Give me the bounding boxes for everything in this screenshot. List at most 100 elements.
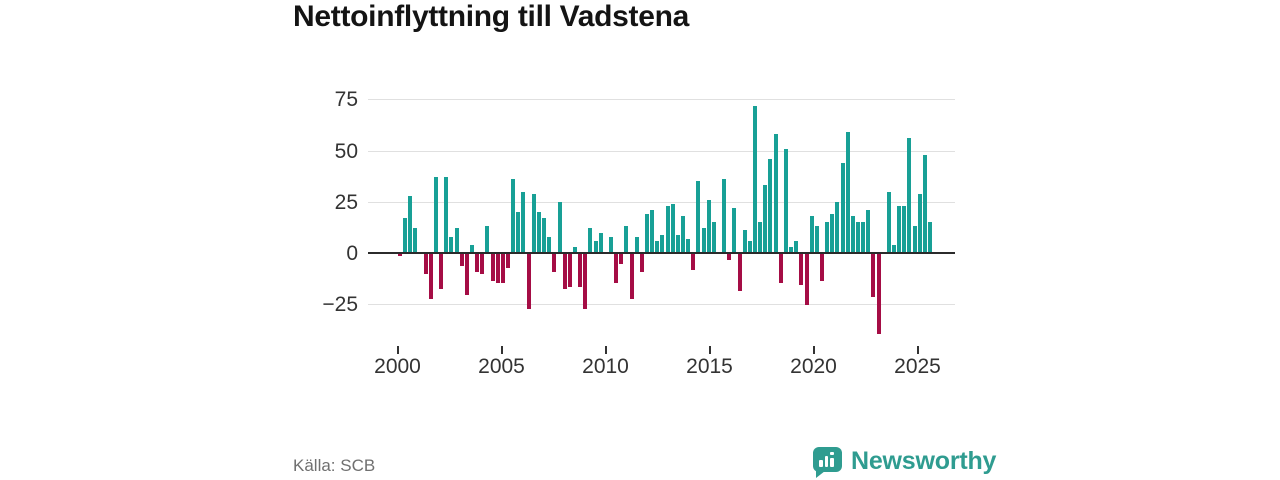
mini-bar-dot	[830, 451, 834, 455]
bar-2009-Q3	[593, 240, 598, 253]
bar-2008-Q2	[567, 254, 572, 287]
bar-2006-Q1	[521, 191, 526, 253]
y-axis-label-25: 25	[334, 191, 358, 214]
bar-2013-Q2	[670, 203, 675, 253]
bar-2009-Q4	[598, 232, 603, 253]
bar-2018-Q2	[773, 134, 778, 253]
y-axis-label-75: 75	[334, 88, 358, 111]
bar-2006-Q4	[536, 212, 541, 253]
bar-2020-Q2	[814, 226, 819, 253]
bar-2025-Q3	[922, 154, 927, 253]
bar-2000-Q4	[413, 228, 418, 253]
bar-2016-Q3	[737, 254, 742, 291]
y-axis-label-50: 50	[334, 140, 358, 163]
bar-2018-Q4	[783, 148, 788, 253]
x-axis-tick-2010	[604, 346, 607, 354]
bar-2005-Q4	[516, 212, 521, 253]
bar-2023-Q1	[871, 254, 876, 297]
bar-2022-Q1	[850, 216, 855, 253]
y-axis-label-0: 0	[346, 242, 358, 265]
bar-2025-Q4	[927, 222, 932, 253]
x-axis-tick-2025	[916, 346, 919, 354]
bar-2013-Q3	[675, 234, 680, 253]
bar-2024-Q1	[891, 244, 896, 253]
chart-title: Nettoinflyttning till Vadstena	[293, 0, 690, 33]
bar-2025-Q1	[912, 226, 917, 253]
bar-2005-Q1	[500, 254, 505, 283]
bar-2017-Q4	[763, 185, 768, 253]
speech-bubble-tail	[816, 470, 825, 478]
bar-2017-Q1	[747, 240, 752, 253]
bar-2021-Q2	[835, 201, 840, 253]
gridline--25	[368, 304, 955, 305]
bar-2016-Q2	[732, 207, 737, 253]
bar-2024-Q4	[907, 138, 912, 253]
bar-2003-Q2	[464, 254, 469, 295]
gridline-50	[368, 151, 955, 152]
bar-2010-Q3	[614, 254, 619, 283]
bar-2021-Q1	[830, 214, 835, 253]
bar-2004-Q4	[495, 254, 500, 283]
bar-2018-Q1	[768, 158, 773, 253]
bar-2001-Q2	[423, 254, 428, 275]
bar-2000-Q2	[403, 218, 408, 253]
bar-2017-Q2	[753, 105, 758, 253]
bar-2002-Q3	[449, 236, 454, 253]
bar-2023-Q4	[886, 191, 891, 253]
bar-2001-Q4	[434, 177, 439, 253]
bar-2018-Q3	[778, 254, 783, 283]
bar-2010-Q4	[619, 254, 624, 265]
bar-2014-Q1	[686, 238, 691, 253]
bar-2021-Q3	[840, 162, 845, 253]
bar-2013-Q4	[681, 216, 685, 253]
newsworthy-logo: Newsworthy	[813, 443, 996, 479]
bar-2014-Q3	[696, 181, 701, 253]
bar-2007-Q3	[552, 254, 557, 273]
bar-2016-Q4	[742, 230, 747, 253]
bar-2009-Q1	[583, 254, 588, 310]
bar-2004-Q1	[480, 254, 485, 275]
bar-2012-Q2	[650, 209, 655, 253]
x-axis-label-2015: 2015	[686, 355, 733, 378]
bar-2002-Q4	[454, 228, 459, 253]
bar-2011-Q2	[629, 254, 634, 300]
bar-2003-Q3	[470, 244, 475, 253]
bar-2005-Q3	[511, 179, 516, 253]
bar-2007-Q2	[547, 236, 552, 253]
mini-bar-2	[824, 455, 828, 467]
newsworthy-speech-bubble-chart-icon	[813, 446, 842, 478]
x-axis-tick-2020	[812, 346, 815, 354]
bar-2019-Q4	[804, 254, 809, 306]
bar-2011-Q3	[634, 236, 639, 253]
bar-2014-Q2	[691, 254, 696, 271]
newsworthy-wordmark: Newsworthy	[851, 446, 997, 475]
bar-2004-Q2	[485, 226, 490, 253]
gridline-25	[368, 202, 955, 203]
bar-2005-Q2	[506, 254, 511, 269]
bar-2022-Q4	[866, 209, 871, 253]
bar-2006-Q3	[531, 193, 536, 253]
bar-2012-Q3	[655, 240, 660, 253]
bar-2022-Q2	[855, 222, 860, 253]
bar-2014-Q4	[701, 228, 706, 253]
bar-2000-Q3	[408, 195, 413, 253]
gridline-75	[368, 99, 955, 100]
mini-bar-3	[830, 457, 834, 467]
zero-baseline	[368, 252, 955, 254]
bar-2010-Q2	[608, 236, 613, 253]
bar-2017-Q3	[758, 222, 763, 253]
bar-2019-Q3	[799, 254, 804, 285]
x-axis-tick-2015	[708, 346, 711, 354]
bar-2011-Q1	[624, 226, 629, 253]
bar-2022-Q3	[861, 222, 866, 253]
bar-2016-Q1	[727, 254, 732, 261]
bar-2012-Q4	[660, 234, 665, 253]
bar-2015-Q2	[711, 222, 716, 253]
bar-2000-Q1	[398, 254, 402, 257]
bar-2002-Q1	[439, 254, 444, 289]
bar-2013-Q1	[665, 205, 670, 253]
bar-2007-Q4	[557, 201, 562, 253]
x-axis-label-2010: 2010	[582, 355, 629, 378]
source-note: Källa: SCB	[293, 456, 376, 475]
